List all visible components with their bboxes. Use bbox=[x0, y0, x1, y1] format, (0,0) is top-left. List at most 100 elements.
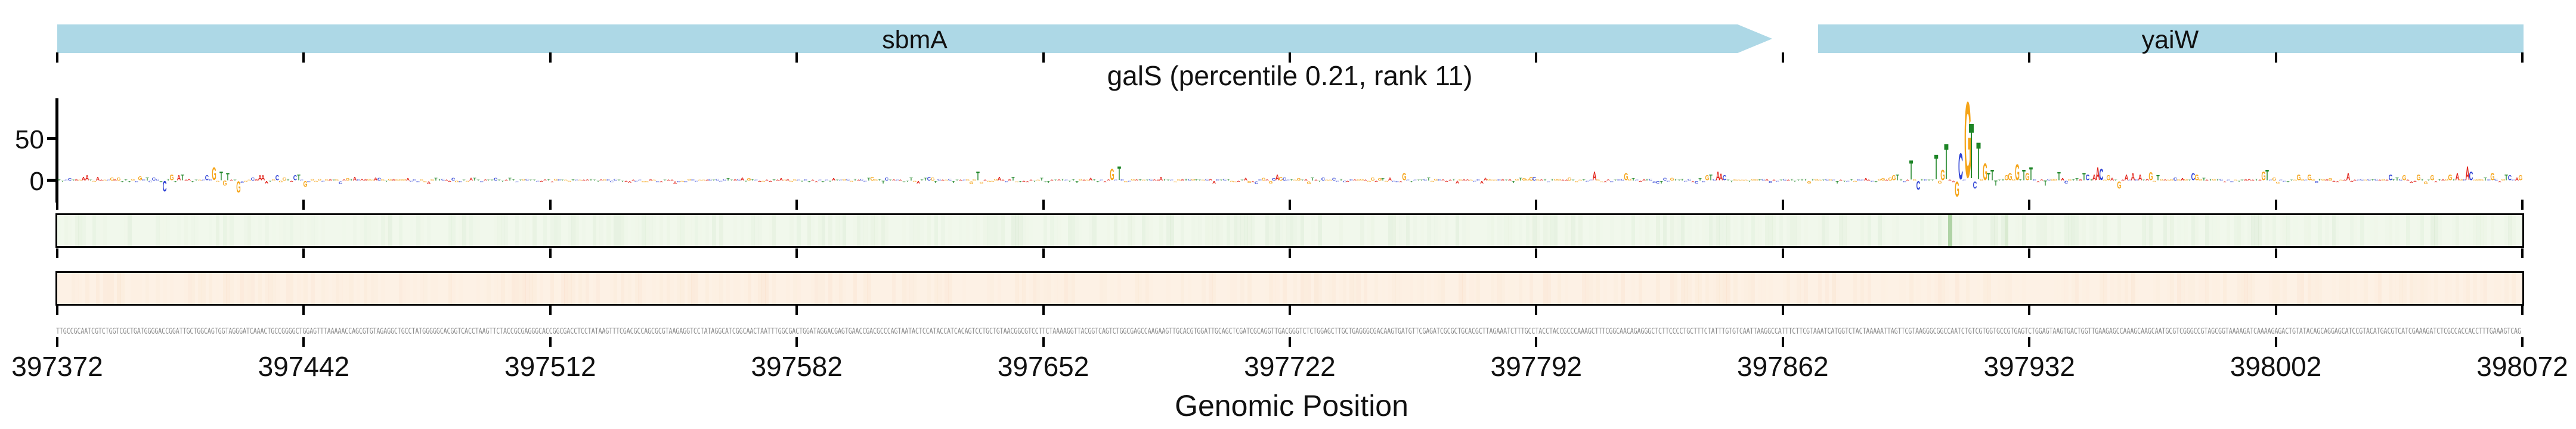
heatmap-stripe bbox=[434, 273, 438, 304]
heatmap-stripe bbox=[2484, 273, 2488, 304]
grid-tick bbox=[1289, 337, 1291, 347]
heatmap-stripe bbox=[867, 273, 871, 304]
logo-letter-C: C bbox=[1148, 178, 1153, 181]
logo-letter-C: C bbox=[1775, 181, 1780, 182]
logo-letter-C: C bbox=[152, 176, 156, 182]
logo-letter-G: G bbox=[1296, 178, 1301, 181]
x-axis-tick-label: 398072 bbox=[2476, 351, 2568, 382]
logo-letter-C: C bbox=[451, 177, 456, 182]
heatmap-stripe bbox=[1656, 273, 1659, 304]
logo-letter-A: A bbox=[1159, 176, 1163, 182]
logo-letter-T: T bbox=[2057, 170, 2061, 183]
logo-letter-G: G bbox=[1888, 176, 1893, 182]
heatmap-stripe bbox=[2512, 273, 2515, 304]
logo-letter-G: G bbox=[2067, 179, 2072, 181]
heatmap-stripe bbox=[1638, 273, 1643, 304]
logo-letter-G: G bbox=[1360, 178, 1364, 181]
logo-letter-T: T bbox=[332, 179, 336, 181]
heatmap-stripe bbox=[1332, 273, 1336, 304]
logo-letter-G: G bbox=[1233, 181, 1237, 182]
heatmap-stripe bbox=[177, 215, 181, 246]
logo-letter-T: T bbox=[1843, 181, 1846, 182]
heatmap-stripe bbox=[314, 215, 318, 246]
grid-tick bbox=[1535, 200, 1538, 210]
logo-letter-G: G bbox=[1141, 179, 1146, 181]
logo-letter-C: C bbox=[948, 178, 952, 181]
logo-letter-G: G bbox=[1818, 179, 1822, 181]
logo-letter-G: G bbox=[236, 178, 241, 196]
logo-letter-T: T bbox=[1994, 179, 1998, 188]
heatmap-stripe bbox=[240, 273, 244, 304]
logo-letter-G: G bbox=[1176, 179, 1181, 181]
logo-letter-T: T bbox=[1043, 181, 1047, 182]
heatmap-stripe bbox=[459, 273, 462, 304]
logo-letter-C: C bbox=[416, 181, 420, 183]
logo-letter-C: C bbox=[2128, 179, 2132, 181]
logo-letter-T: T bbox=[1748, 181, 1751, 182]
logo-letter-C: C bbox=[1666, 181, 1670, 182]
heatmap-track-orange bbox=[55, 271, 2524, 306]
logo-letter-T: T bbox=[617, 179, 621, 181]
heatmap-stripe bbox=[120, 273, 124, 304]
logo-letter-T: T bbox=[1677, 179, 1681, 181]
heatmap-stripe bbox=[1990, 215, 1995, 246]
logo-letter-T: T bbox=[226, 170, 230, 183]
heatmap-stripe bbox=[2191, 273, 2195, 304]
heatmap-stripe bbox=[1339, 215, 1343, 246]
heatmap-stripe bbox=[945, 273, 949, 304]
logo-letter-G: G bbox=[324, 179, 329, 181]
logo-letter-G: G bbox=[1201, 179, 1206, 181]
heatmap-stripe bbox=[476, 273, 480, 304]
logo-letter-A: A bbox=[1455, 180, 1459, 185]
heatmap-stripe bbox=[1558, 273, 1561, 304]
logo-letter-A: A bbox=[733, 178, 737, 181]
logo-letter-A: A bbox=[1243, 176, 1248, 182]
grid-tick bbox=[302, 200, 305, 210]
logo-letter-G: G bbox=[2106, 174, 2111, 182]
logo-letter-T: T bbox=[2392, 179, 2396, 181]
logo-letter-T: T bbox=[1339, 178, 1343, 181]
heatmap-stripe bbox=[251, 215, 255, 246]
logo-letter-T: T bbox=[1512, 181, 1515, 184]
logo-letter-A: A bbox=[2163, 179, 2167, 181]
logo-letter-C: C bbox=[2360, 178, 2364, 181]
heatmap-stripe bbox=[2082, 215, 2086, 246]
logo-letter-G: G bbox=[1036, 179, 1041, 181]
heatmap-stripe bbox=[95, 273, 100, 304]
logo-letter-C: C bbox=[2191, 170, 2196, 183]
grid-tick bbox=[549, 248, 552, 258]
logo-letter-G: G bbox=[317, 178, 322, 181]
heatmap-stripe bbox=[1818, 273, 1822, 304]
logo-letter-A: A bbox=[1156, 179, 1160, 181]
logo-letter-A: A bbox=[2405, 179, 2410, 181]
heatmap-stripe bbox=[92, 215, 97, 246]
logo-letter-T: T bbox=[2240, 179, 2244, 181]
heatmap-stripe bbox=[250, 273, 255, 304]
logo-letter-T: T bbox=[621, 181, 624, 182]
heatmap-stripe bbox=[2389, 215, 2392, 246]
logo-letter-T: T bbox=[1779, 179, 1783, 181]
logo-letter-T: T bbox=[2001, 178, 2005, 181]
heatmap-stripe bbox=[399, 215, 402, 246]
logo-letter-G: G bbox=[973, 179, 977, 181]
logo-letter-G: G bbox=[1268, 180, 1272, 184]
logo-letter-A: A bbox=[543, 179, 547, 181]
logo-letter-T: T bbox=[145, 176, 149, 182]
heatmap-stripe bbox=[1181, 273, 1184, 304]
heatmap-stripe bbox=[1413, 215, 1417, 246]
heatmap-stripe bbox=[1251, 215, 1255, 246]
logo-letter-A: A bbox=[1603, 181, 1607, 183]
logo-letter-G: G bbox=[930, 176, 934, 182]
logo-letter-A: A bbox=[1180, 179, 1184, 181]
logo-letter-T: T bbox=[529, 179, 532, 181]
heatmap-stripe bbox=[2255, 215, 2259, 246]
heatmap-stripe bbox=[2195, 215, 2199, 246]
logo-letter-G: G bbox=[419, 179, 424, 181]
logo-letter-A: A bbox=[391, 179, 396, 181]
heatmap-stripe bbox=[1159, 215, 1163, 246]
logo-letter-G: G bbox=[2054, 178, 2058, 181]
logo-letter-G: G bbox=[2198, 178, 2203, 181]
logo-letter-T: T bbox=[1976, 131, 1981, 191]
logo-letter-A: A bbox=[448, 181, 452, 182]
heatmap-stripe bbox=[1209, 273, 1213, 304]
